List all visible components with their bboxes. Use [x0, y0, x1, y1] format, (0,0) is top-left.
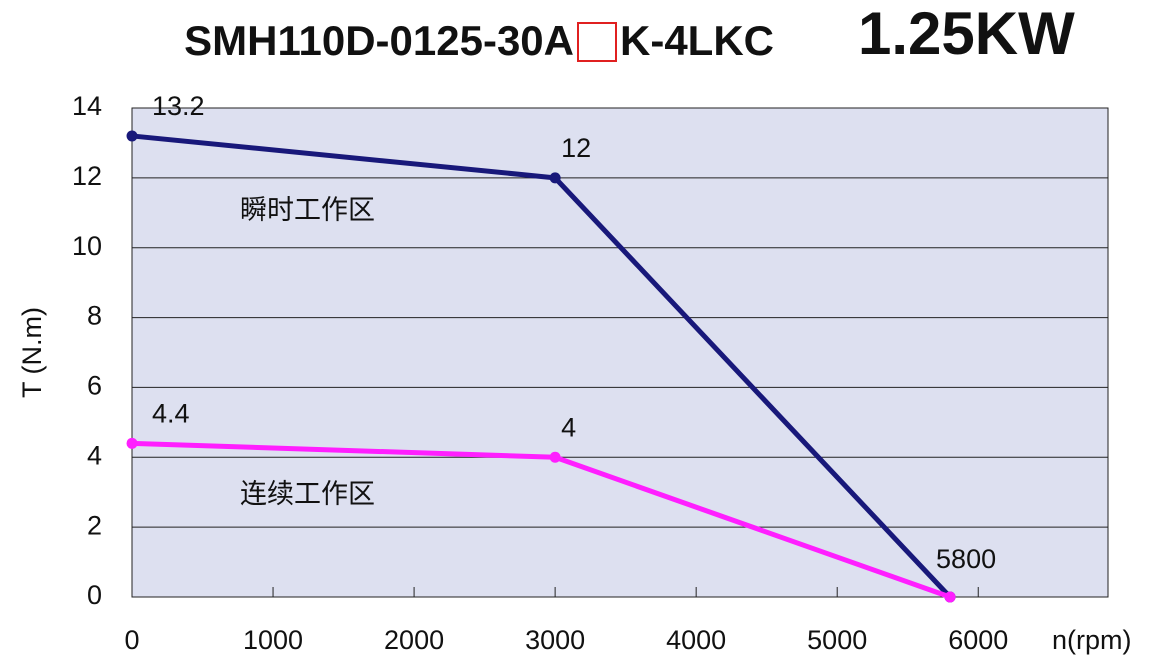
y-axis-label: T (N.m): [17, 307, 47, 398]
placeholder-box: [577, 22, 617, 62]
data-label: 4.4: [152, 398, 190, 428]
x-tick-label: 1000: [243, 625, 303, 655]
chart-title: K-4LKC: [620, 17, 774, 64]
y-tick-label: 10: [72, 231, 102, 261]
x-tick-label: 2000: [384, 625, 444, 655]
x-axis-label: n(rpm): [1052, 625, 1132, 655]
power-label: 1.25KW: [858, 0, 1075, 67]
y-tick-label: 14: [72, 91, 102, 121]
chart-title: SMH110D-0125-30A: [184, 17, 574, 64]
point: [549, 172, 561, 184]
annotation: 连续工作区: [240, 479, 375, 509]
annotation: 瞬时工作区: [240, 195, 375, 225]
y-tick-label: 6: [87, 371, 102, 401]
data-label: 5800: [936, 544, 996, 574]
data-label: 13.2: [152, 91, 205, 121]
x-tick-label: 0: [124, 625, 139, 655]
plot-area: [131, 107, 1109, 598]
y-tick-label: 8: [87, 301, 102, 331]
y-tick-label: 2: [87, 510, 102, 540]
data-label: 4: [561, 412, 576, 442]
data-label: 12: [561, 133, 591, 163]
point: [944, 591, 956, 603]
point: [549, 451, 561, 463]
y-tick-label: 4: [87, 440, 102, 470]
point: [126, 437, 138, 449]
x-tick-label: 4000: [666, 625, 726, 655]
x-tick-label: 3000: [525, 625, 585, 655]
x-tick-label: 6000: [948, 625, 1008, 655]
y-tick-label: 0: [87, 580, 102, 610]
point: [126, 130, 138, 142]
x-tick-label: 5000: [807, 625, 867, 655]
y-tick-label: 12: [72, 161, 102, 191]
